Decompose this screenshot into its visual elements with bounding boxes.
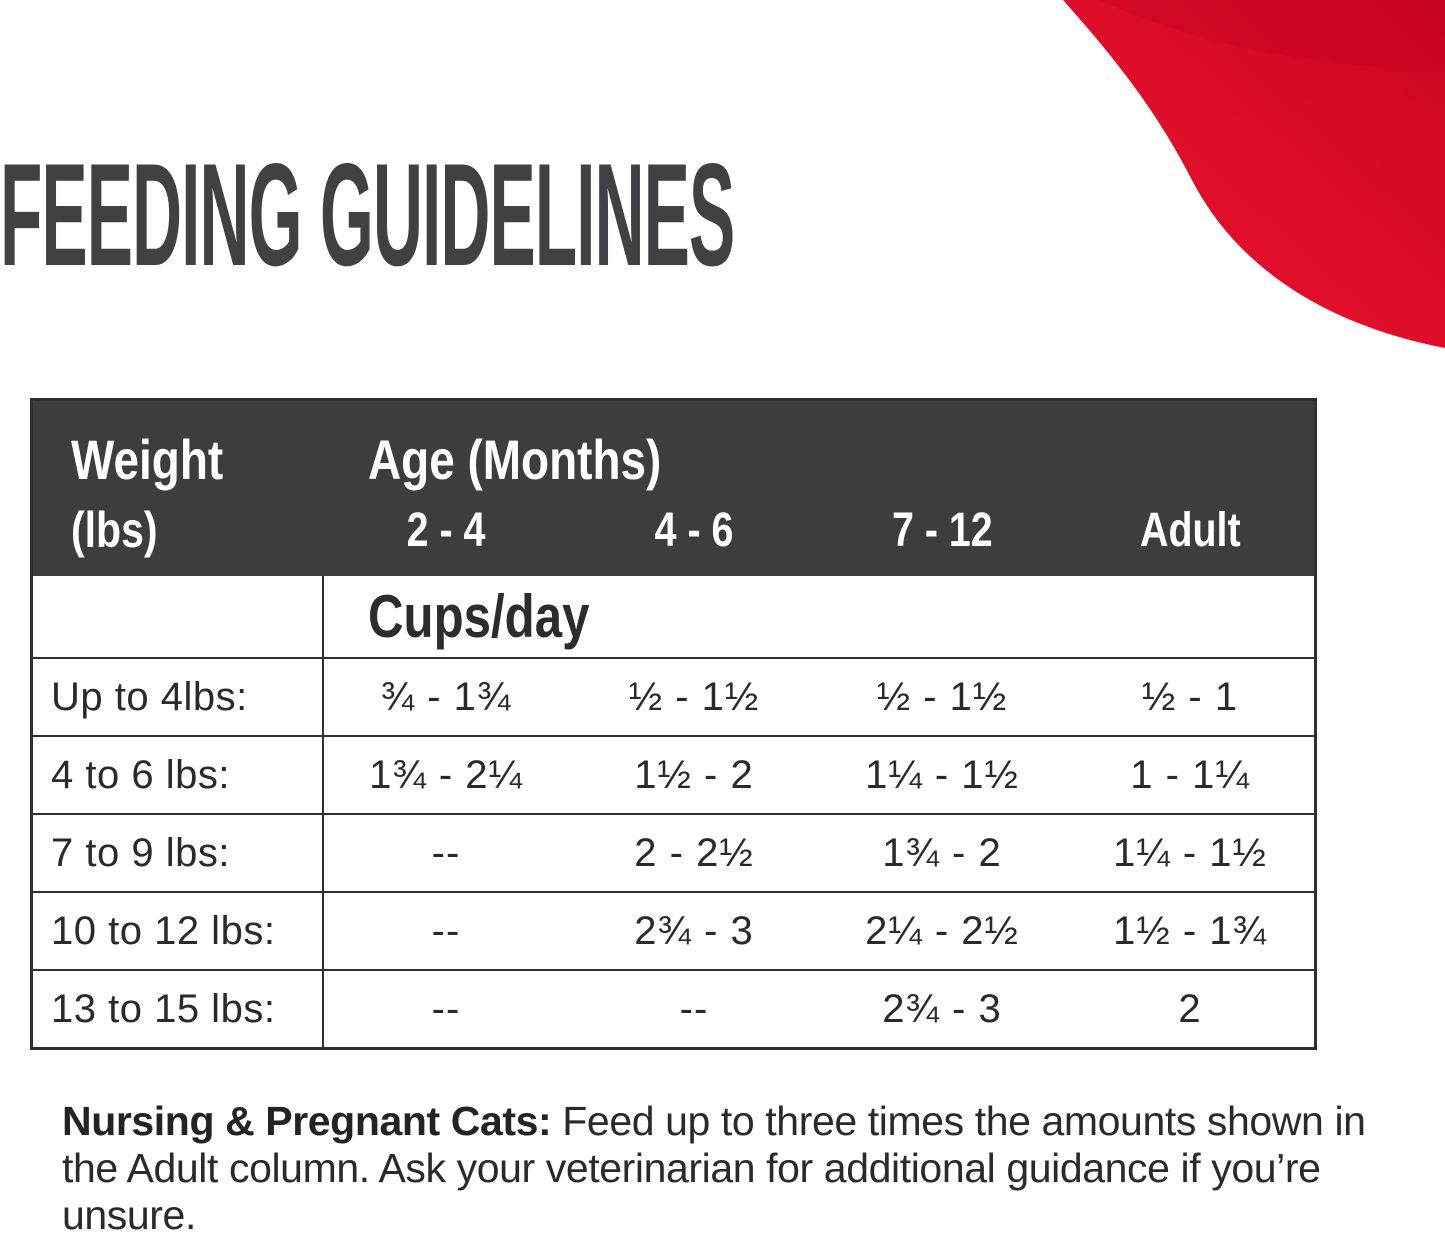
row-weight-label: 7 to 9 lbs: [51, 830, 230, 875]
cell-4-6: -- [679, 986, 709, 1031]
cell-adult: 1¼ - 1½ [1113, 830, 1267, 875]
table-row-4-to-6lbs: 4 to 6 lbs: 1¾ - 2¼ 1½ - 2 1¼ - 1½ 1 - 1… [33, 735, 1314, 813]
table-row-up-to-4lbs: Up to 4lbs: ¾ - 1¾ ½ - 1½ ½ - 1½ ½ - 1 [33, 657, 1314, 735]
cell-4-6: 1½ - 2 [634, 752, 754, 797]
age-months-header: Age (Months) [368, 428, 662, 491]
age-column-7-12: 7 - 12 [891, 504, 993, 557]
table-row-7-to-9lbs: 7 to 9 lbs: -- 2 - 2½ 1¾ - 2 1¼ - 1½ [33, 813, 1314, 891]
table-row-10-to-12lbs: 10 to 12 lbs: -- 2¾ - 3 2¼ - 2½ 1½ - 1¾ [33, 891, 1314, 969]
row-weight-label: 4 to 6 lbs: [51, 752, 230, 797]
units-row: Cups/day [33, 576, 1314, 657]
cell-2-4: -- [431, 908, 461, 953]
cell-4-6: 2¾ - 3 [634, 908, 754, 953]
units-label: Cups/day [368, 583, 590, 650]
cell-4-6: ½ - 1½ [628, 674, 760, 719]
table-body: Cups/day Up to 4lbs: ¾ - 1¾ ½ - 1½ ½ - 1… [33, 576, 1314, 1047]
age-column-adult: Adult [1139, 504, 1241, 557]
cell-7-12: 2¾ - 3 [882, 986, 1002, 1031]
table-header: Weight Age (Months) (lbs) 2 - 4 4 - 6 7 … [33, 401, 1314, 576]
cell-2-4: ¾ - 1¾ [380, 674, 512, 719]
column-divider [322, 576, 324, 1047]
cell-adult: 1½ - 1¾ [1113, 908, 1267, 953]
cell-2-4: -- [431, 830, 461, 875]
cell-adult: 2 [1178, 986, 1202, 1031]
page-title: FEEDING GUIDELINES [0, 133, 735, 296]
cell-adult: ½ - 1 [1141, 674, 1239, 719]
cell-2-4: -- [431, 986, 461, 1031]
table-row-13-to-15lbs: 13 to 15 lbs: -- -- 2¾ - 3 2 [33, 969, 1314, 1047]
cell-7-12: 1¾ - 2 [882, 830, 1002, 875]
cell-7-12: ½ - 1½ [876, 674, 1008, 719]
cell-2-4: 1¾ - 2¼ [369, 752, 523, 797]
row-weight-label: 13 to 15 lbs: [51, 986, 276, 1031]
cell-adult: 1 - 1¼ [1130, 752, 1250, 797]
footer-note: Nursing & Pregnant Cats: Feed up to thre… [62, 1098, 1414, 1239]
weight-column-header: Weight [71, 428, 224, 491]
age-column-4-6: 4 - 6 [654, 504, 734, 557]
weight-unit-header: (lbs) [71, 502, 158, 558]
cell-7-12: 2¼ - 2½ [865, 908, 1019, 953]
row-weight-label: 10 to 12 lbs: [51, 908, 276, 953]
row-weight-label: Up to 4lbs: [51, 674, 248, 719]
age-column-2-4: 2 - 4 [406, 504, 486, 557]
footer-note-text: Feed up to three times the amounts shown… [62, 1098, 1366, 1238]
cell-7-12: 1¼ - 1½ [865, 752, 1019, 797]
feeding-table: Weight Age (Months) (lbs) 2 - 4 4 - 6 7 … [30, 398, 1317, 1050]
cell-4-6: 2 - 2½ [634, 830, 754, 875]
footer-note-lead: Nursing & Pregnant Cats: [62, 1098, 552, 1144]
